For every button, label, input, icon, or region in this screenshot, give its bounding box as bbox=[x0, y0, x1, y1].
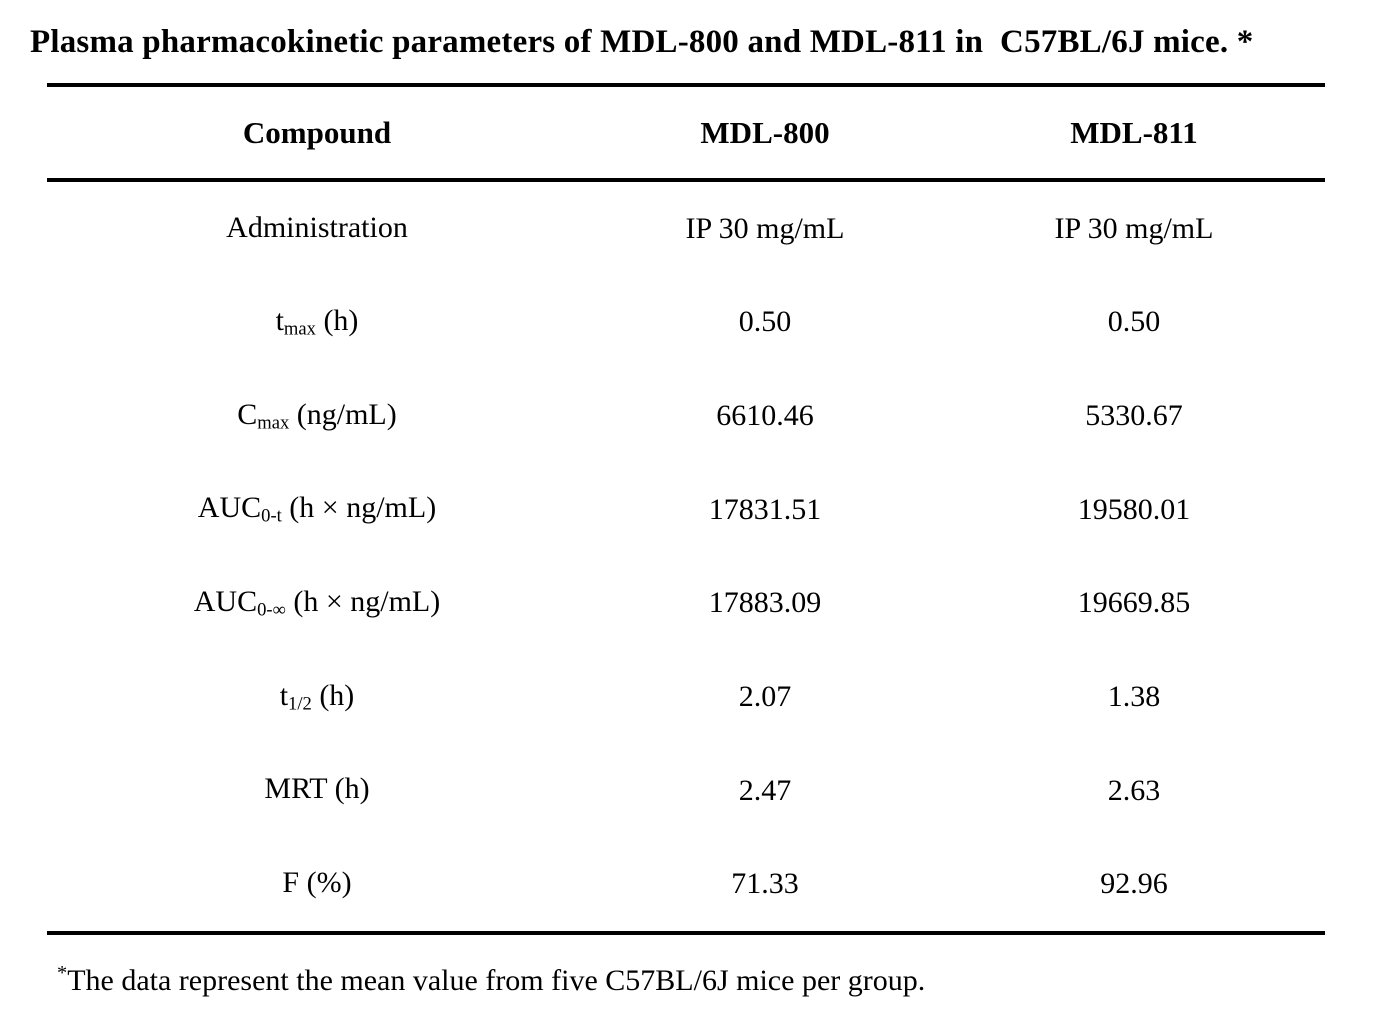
param-label-sub: 0-∞ bbox=[257, 599, 286, 621]
mdl811-value: IP 30 mg/mL bbox=[1054, 211, 1214, 245]
param-label-unit: (ng/mL) bbox=[289, 397, 397, 431]
param-label: AUC0-∞ (h × ng/mL) bbox=[47, 585, 587, 621]
footnote-text: The data represent the mean value from f… bbox=[67, 964, 926, 998]
header-row: Compound MDL-800 MDL-811 bbox=[47, 87, 1325, 178]
param-label-unit: (h) bbox=[315, 304, 359, 338]
mdl800-value: 2.07 bbox=[738, 679, 792, 713]
table-row-auc0t: AUC0-t (h × ng/mL) 17831.51 19580.01 bbox=[47, 463, 1325, 557]
mdl811-value: 19580.01 bbox=[1077, 492, 1191, 526]
param-label: Cmax (ng/mL) bbox=[47, 398, 587, 434]
mdl811-value: 2.63 bbox=[1107, 773, 1161, 807]
param-label-base: MRT (h) bbox=[264, 772, 370, 806]
table-row-administration: Administration IP 30 mg/mL IP 30 mg/mL bbox=[47, 182, 1325, 276]
param-label: AUC0-t (h × ng/mL) bbox=[47, 491, 587, 527]
mdl800-value: 17883.09 bbox=[708, 586, 822, 620]
param-label-unit: (h) bbox=[311, 678, 355, 712]
param-label-unit: (h × ng/mL) bbox=[285, 585, 441, 619]
param-label-base: AUC bbox=[193, 585, 258, 619]
pk-parameters-table: Compound MDL-800 MDL-811 Administration … bbox=[47, 83, 1325, 935]
footnote-asterisk-marker: * bbox=[57, 962, 68, 984]
param-label-sub: 0-t bbox=[261, 505, 282, 527]
mdl811-value: 5330.67 bbox=[1085, 399, 1183, 433]
mdl800-value: 0.50 bbox=[738, 305, 792, 339]
bottom-rule bbox=[47, 931, 1325, 935]
mdl811-value: 19669.85 bbox=[1077, 586, 1191, 620]
header-mdl800: MDL-800 bbox=[700, 114, 830, 150]
param-label-sub: 1/2 bbox=[288, 693, 312, 715]
table-row-cmax: Cmax (ng/mL) 6610.46 5330.67 bbox=[47, 369, 1325, 463]
table-row-auc0inf: AUC0-∞ (h × ng/mL) 17883.09 19669.85 bbox=[47, 557, 1325, 651]
top-rule bbox=[47, 83, 1325, 87]
param-label: F (%) bbox=[47, 866, 587, 902]
param-label-base: AUC bbox=[197, 491, 262, 525]
table-row-thalf: t1/2 (h) 2.07 1.38 bbox=[47, 650, 1325, 744]
header-divider-rule bbox=[47, 178, 1325, 182]
param-label: Administration bbox=[47, 211, 587, 247]
param-label-unit: (h × ng/mL) bbox=[281, 491, 437, 525]
mdl811-value: 1.38 bbox=[1107, 679, 1161, 713]
table-title: Plasma pharmacokinetic parameters of MDL… bbox=[30, 24, 1254, 60]
param-label-sub: max bbox=[257, 412, 290, 434]
param-label: MRT (h) bbox=[47, 772, 587, 808]
param-label: t1/2 (h) bbox=[47, 679, 587, 715]
param-label-base: t bbox=[279, 678, 289, 712]
mdl811-value: 92.96 bbox=[1100, 867, 1168, 901]
table-row-mrt: MRT (h) 2.47 2.63 bbox=[47, 744, 1325, 838]
param-label-base: C bbox=[237, 397, 258, 431]
footnote: *The data represent the mean value from … bbox=[57, 953, 1374, 1001]
header-compound: Compound bbox=[242, 114, 392, 150]
param-label-base: Administration bbox=[226, 210, 408, 244]
mdl800-value: 71.33 bbox=[731, 867, 799, 901]
header-mdl811: MDL-811 bbox=[1070, 114, 1198, 150]
param-label-base: t bbox=[275, 304, 284, 338]
param-label-sub: max bbox=[283, 318, 316, 340]
mdl800-value: IP 30 mg/mL bbox=[685, 211, 845, 245]
table-row-tmax: tmax (h) 0.50 0.50 bbox=[47, 276, 1325, 370]
mdl800-value: 6610.46 bbox=[716, 399, 814, 433]
mdl800-value: 2.47 bbox=[738, 773, 792, 807]
table-body: Administration IP 30 mg/mL IP 30 mg/mL t… bbox=[47, 182, 1325, 931]
param-label: tmax (h) bbox=[47, 304, 587, 340]
table-row-bioavailability: F (%) 71.33 92.96 bbox=[47, 837, 1325, 931]
mdl811-value: 0.50 bbox=[1107, 305, 1161, 339]
mdl800-value: 17831.51 bbox=[708, 492, 822, 526]
param-label-base: F (%) bbox=[282, 865, 352, 899]
